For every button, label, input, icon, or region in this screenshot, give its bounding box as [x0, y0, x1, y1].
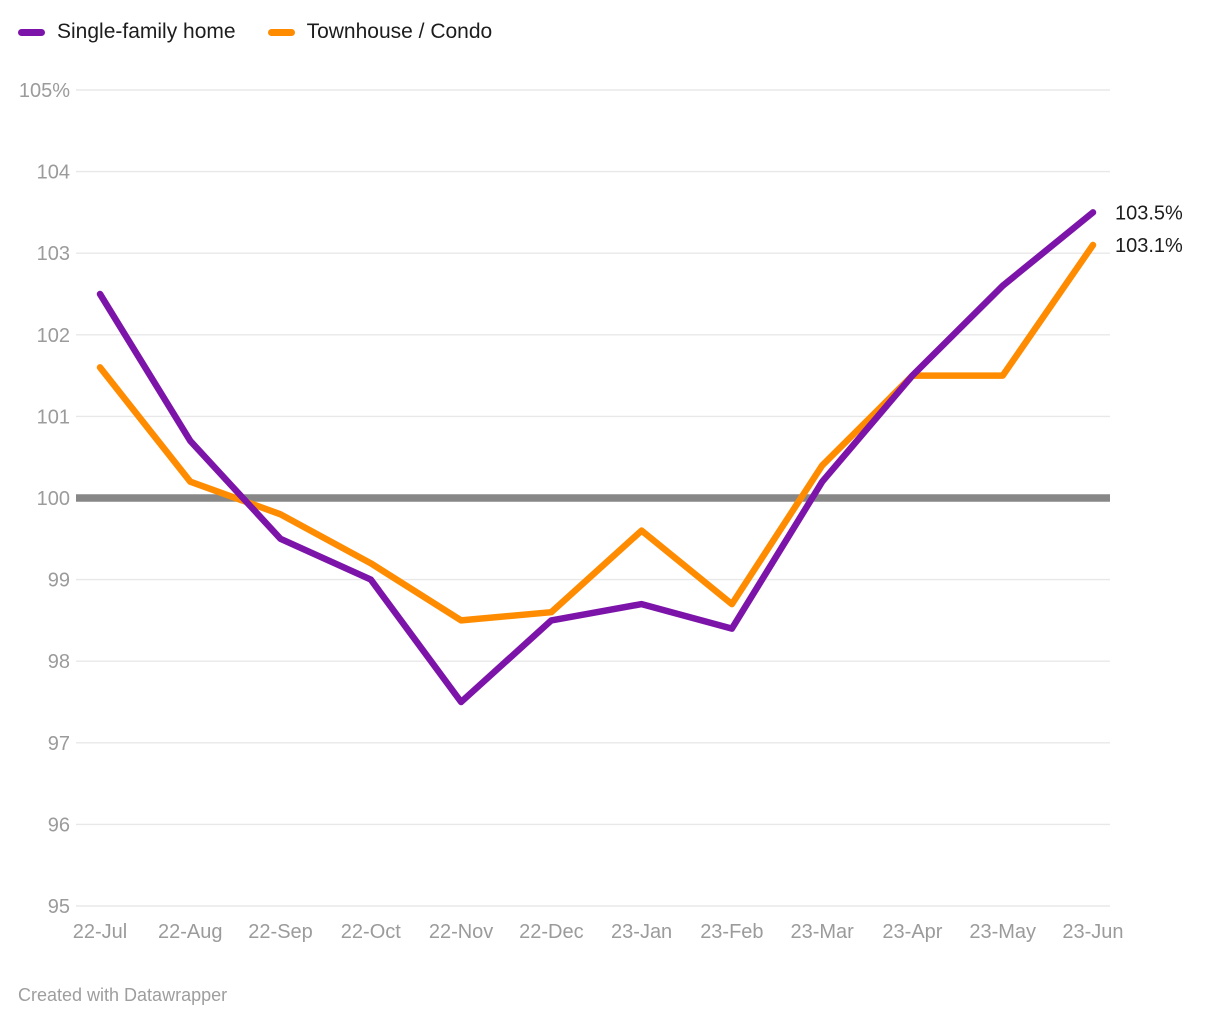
x-tick-label-22-Sep: 22-Sep — [248, 921, 313, 943]
x-tick-label-22-Dec: 22-Dec — [519, 921, 583, 943]
end-value-label-townhouse-condo: 103.1% — [1115, 235, 1183, 257]
end-value-label-single-family-home: 103.5% — [1115, 202, 1183, 224]
series-line-townhouse-condo — [96, 241, 1097, 624]
legend-item-single-family-home: Single-family home — [18, 20, 236, 44]
legend: Single-family home Townhouse / Condo — [18, 20, 492, 44]
x-tick-label-23-May: 23-May — [969, 921, 1036, 943]
y-tick-label-102: 102 — [37, 325, 70, 347]
x-tick-label-23-Jan: 23-Jan — [611, 921, 672, 943]
y-tick-label-100: 100 — [37, 488, 70, 510]
x-tick-label-22-Oct: 22-Oct — [341, 921, 401, 943]
x-tick-label-23-Feb: 23-Feb — [700, 921, 763, 943]
x-tick-label-22-Jul: 22-Jul — [73, 921, 127, 943]
y-tick-label-97: 97 — [48, 733, 70, 755]
x-tick-label-22-Aug: 22-Aug — [158, 921, 223, 943]
series-line-single-family-home — [96, 209, 1097, 706]
y-tick-label-96: 96 — [48, 814, 70, 836]
y-tick-label-105: 105% — [19, 80, 70, 102]
x-tick-label-23-Apr: 23-Apr — [882, 921, 942, 943]
y-tick-label-95: 95 — [48, 896, 70, 918]
x-tick-label-23-Jun: 23-Jun — [1062, 921, 1123, 943]
legend-label-single-family-home: Single-family home — [57, 20, 236, 43]
legend-label-townhouse-condo: Townhouse / Condo — [306, 20, 493, 43]
y-tick-label-98: 98 — [48, 651, 70, 673]
y-tick-label-101: 101 — [37, 406, 70, 428]
y-tick-label-99: 99 — [48, 570, 70, 592]
x-tick-label-22-Nov: 22-Nov — [429, 921, 493, 943]
legend-item-townhouse-condo: Townhouse / Condo — [267, 20, 493, 44]
legend-swatch-townhouse-condo — [267, 28, 295, 36]
attribution-credit: Created with Datawrapper — [18, 985, 228, 1005]
y-tick-label-103: 103 — [37, 243, 70, 265]
y-tick-label-104: 104 — [37, 162, 70, 184]
legend-swatch-single-family-home — [18, 28, 45, 36]
x-tick-label-23-Mar: 23-Mar — [790, 921, 854, 943]
